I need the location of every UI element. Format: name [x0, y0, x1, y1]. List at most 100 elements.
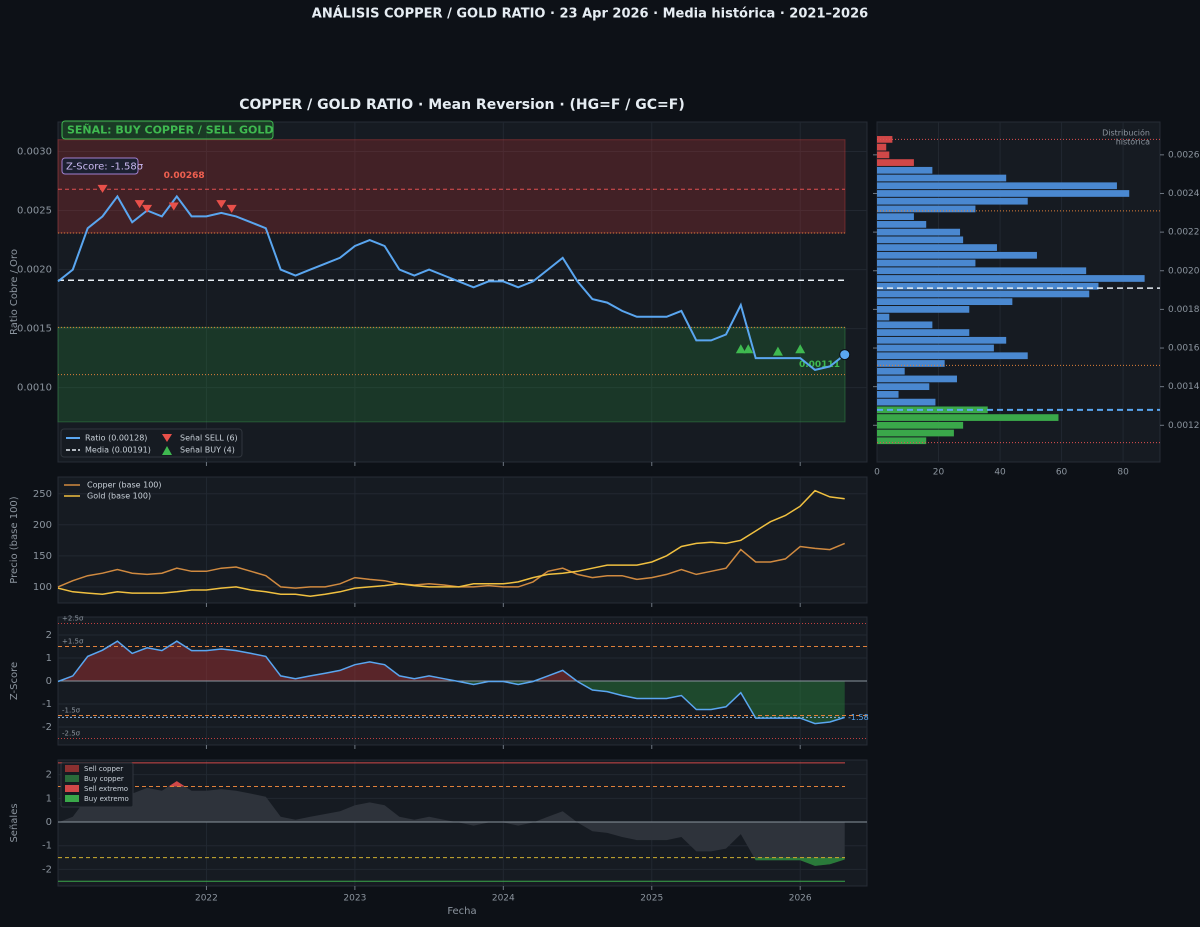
current-point: [839, 349, 851, 361]
sell-zone: [57, 139, 846, 234]
y-tick-label: -2: [42, 722, 52, 733]
legend-label: Buy extremo: [84, 795, 129, 803]
histogram-bar: [877, 290, 1090, 298]
ratio-panel-bg: [57, 121, 868, 463]
sell-marker: [226, 204, 237, 213]
sell-marker: [216, 200, 227, 209]
legend-swatch: [65, 765, 79, 772]
buy-marker: [772, 346, 783, 356]
histogram-bar: [877, 190, 1130, 197]
histogram-bar: [877, 367, 905, 375]
buy-marker: [743, 344, 754, 354]
legend-label: Ratio (0.00128): [85, 434, 147, 443]
histogram-bar: [877, 151, 890, 159]
zscore-box: [61, 157, 139, 175]
histogram-bar: [877, 360, 945, 367]
legend-label: Buy copper: [84, 775, 124, 783]
level-label: +2.5σ: [62, 614, 84, 622]
sell-marker: [142, 204, 153, 213]
y-tick-label: 2: [46, 770, 52, 781]
y-tick-label: 2: [46, 630, 52, 641]
x-tick-label: 2022: [195, 894, 218, 904]
histogram-bar: [877, 221, 927, 228]
zscore-area-positive: [58, 641, 845, 681]
histogram-bar: [877, 159, 914, 166]
y-tick-label: 150: [33, 551, 52, 562]
histogram-bar: [877, 321, 933, 329]
sell-marker: [97, 184, 108, 193]
y-tick-label: 0.0010: [17, 383, 52, 394]
histogram-bar: [877, 251, 1037, 259]
legend-swatch: [65, 795, 79, 802]
histogram-bar: [877, 205, 976, 213]
legend-label: Copper (base 100): [87, 481, 162, 490]
x-tick-label: 2025: [640, 894, 663, 904]
legend-swatch: [65, 785, 79, 792]
x-tick-label: 2024: [492, 894, 515, 904]
price-panel-bg: [57, 476, 868, 604]
histogram-bar: [877, 275, 1145, 282]
y-tick-label: 0.0014: [1168, 382, 1200, 392]
y-axis-label: Precio (base 100): [9, 496, 20, 583]
current-zscore-label: -1.58: [848, 713, 869, 722]
legend-label: Sell copper: [84, 765, 123, 773]
signal-box: [61, 120, 274, 140]
y-axis-label: Señales: [9, 803, 20, 842]
ratio-line: [57, 194, 846, 371]
zscore-annotation: Z-Score: -1.58σ: [66, 162, 144, 173]
y-axis-label: Z-Score: [9, 662, 20, 700]
y-tick-label: 0.0016: [1168, 344, 1200, 354]
y-tick-label: 0.0020: [17, 265, 52, 276]
price-line: [57, 489, 845, 597]
legend-label: Gold (base 100): [87, 492, 151, 501]
y-tick-label: 1: [46, 653, 52, 664]
histogram-bar: [877, 398, 936, 406]
x-tick-label: 60: [1056, 468, 1068, 478]
buy-extreme-label: 0.00111: [799, 360, 840, 370]
histogram-bar: [877, 429, 954, 437]
y-tick-label: 0.0026: [1168, 150, 1200, 160]
y-tick-label: 0: [46, 676, 52, 687]
histogram-bar: [877, 344, 994, 352]
y-tick-label: 0.0020: [1168, 266, 1200, 276]
histogram-bar: [877, 182, 1117, 190]
page-title: ANÁLISIS COPPER / GOLD RATIO · 23 Apr 20…: [312, 6, 868, 22]
histogram-bar: [877, 267, 1087, 275]
signal-annotation: SEÑAL: BUY COPPER / SELL GOLD: [67, 124, 274, 137]
level-label: -2.5σ: [62, 730, 81, 738]
histogram-bar: [877, 244, 997, 251]
histogram-bar: [877, 197, 1028, 205]
histogram-bar: [877, 213, 914, 221]
buy-marker: [735, 344, 746, 354]
y-tick-label: 250: [33, 489, 52, 500]
histogram-bar: [877, 383, 930, 391]
legend-label: Señal SELL (6): [180, 434, 238, 443]
legend-swatch: [162, 434, 172, 442]
y-tick-label: 0.0022: [1168, 228, 1200, 238]
legend-label: Señal BUY (4): [180, 446, 235, 455]
ratio-title: COPPER / GOLD RATIO · Mean Reversion · (…: [239, 97, 684, 113]
x-tick-label: 2023: [343, 894, 366, 904]
histogram-bar: [877, 298, 1013, 306]
histogram-bar: [877, 306, 970, 313]
sell-extreme-label: 0.00268: [164, 171, 205, 181]
price-line: [57, 542, 845, 589]
histogram-bar: [877, 421, 964, 429]
histogram-bar: [877, 329, 970, 336]
histogram-bar: [877, 414, 1059, 421]
y-tick-label: -1: [42, 699, 52, 710]
x-tick-label: 2026: [789, 894, 812, 904]
y-tick-label: 0.0012: [1168, 421, 1200, 431]
histogram-label: histórica: [1116, 137, 1150, 147]
y-tick-label: 1: [46, 793, 52, 804]
level-label: -1.5σ: [62, 707, 81, 715]
ratio-legend: [60, 428, 243, 458]
y-tick-label: 100: [33, 582, 52, 593]
histogram-bar: [877, 166, 933, 174]
legend-swatch: [65, 775, 79, 782]
histogram-bar: [877, 228, 961, 236]
x-tick-label: 80: [1117, 468, 1129, 478]
level-label: +1.5σ: [62, 637, 84, 645]
histogram-bar: [877, 437, 927, 445]
